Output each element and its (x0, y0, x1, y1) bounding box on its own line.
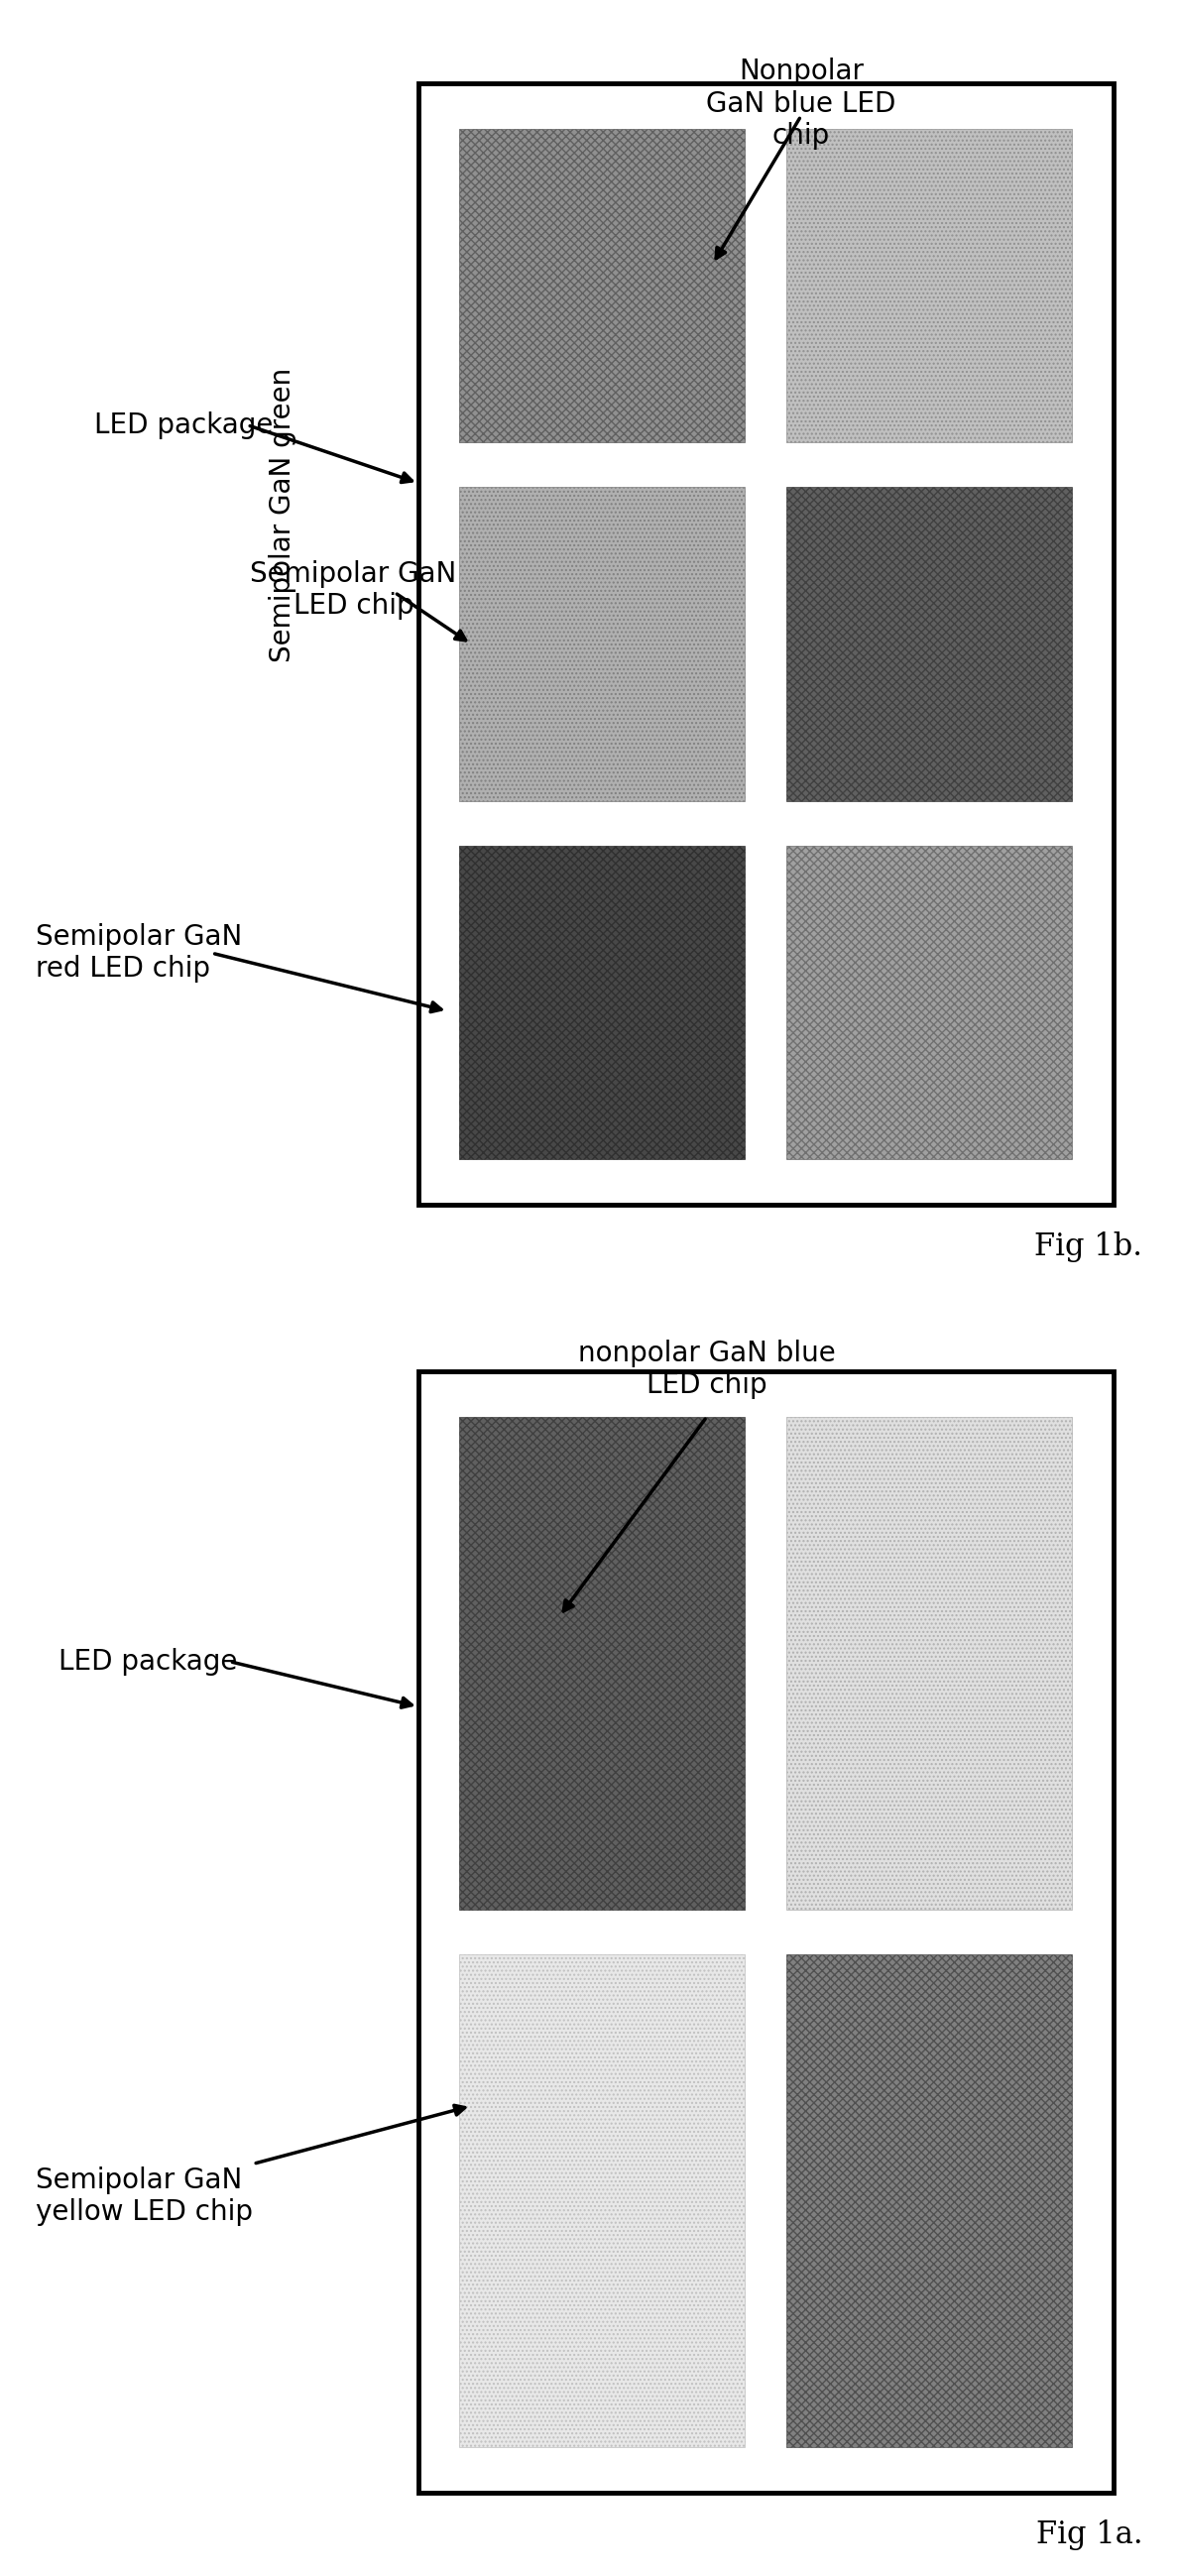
Text: nonpolar GaN blue
LED chip: nonpolar GaN blue LED chip (578, 1340, 835, 1399)
Bar (418, 1370, 1113, 2494)
Text: Fig 1b.: Fig 1b. (1034, 1231, 1143, 1262)
Bar (787, 129, 1072, 443)
Bar (459, 845, 746, 1159)
Bar (459, 487, 746, 801)
Text: Semipolar GaN green: Semipolar GaN green (269, 368, 297, 662)
Text: Nonpolar
GaN blue LED
chip: Nonpolar GaN blue LED chip (706, 59, 896, 149)
Bar (787, 845, 1072, 1159)
Bar (459, 129, 746, 443)
Bar (787, 1955, 1072, 2447)
Bar (787, 487, 1072, 801)
Text: Fig 1a.: Fig 1a. (1035, 2519, 1143, 2550)
Text: Semipolar GaN
LED chip: Semipolar GaN LED chip (250, 562, 457, 621)
Text: LED package: LED package (94, 412, 273, 438)
Bar (459, 1417, 746, 1909)
Text: LED package: LED package (59, 1649, 238, 1674)
Bar (787, 1417, 1072, 1909)
Bar (459, 1955, 746, 2447)
Text: Semipolar GaN
yellow LED chip: Semipolar GaN yellow LED chip (35, 2166, 252, 2226)
Bar (418, 85, 1113, 1206)
Text: Semipolar GaN
red LED chip: Semipolar GaN red LED chip (35, 922, 241, 984)
